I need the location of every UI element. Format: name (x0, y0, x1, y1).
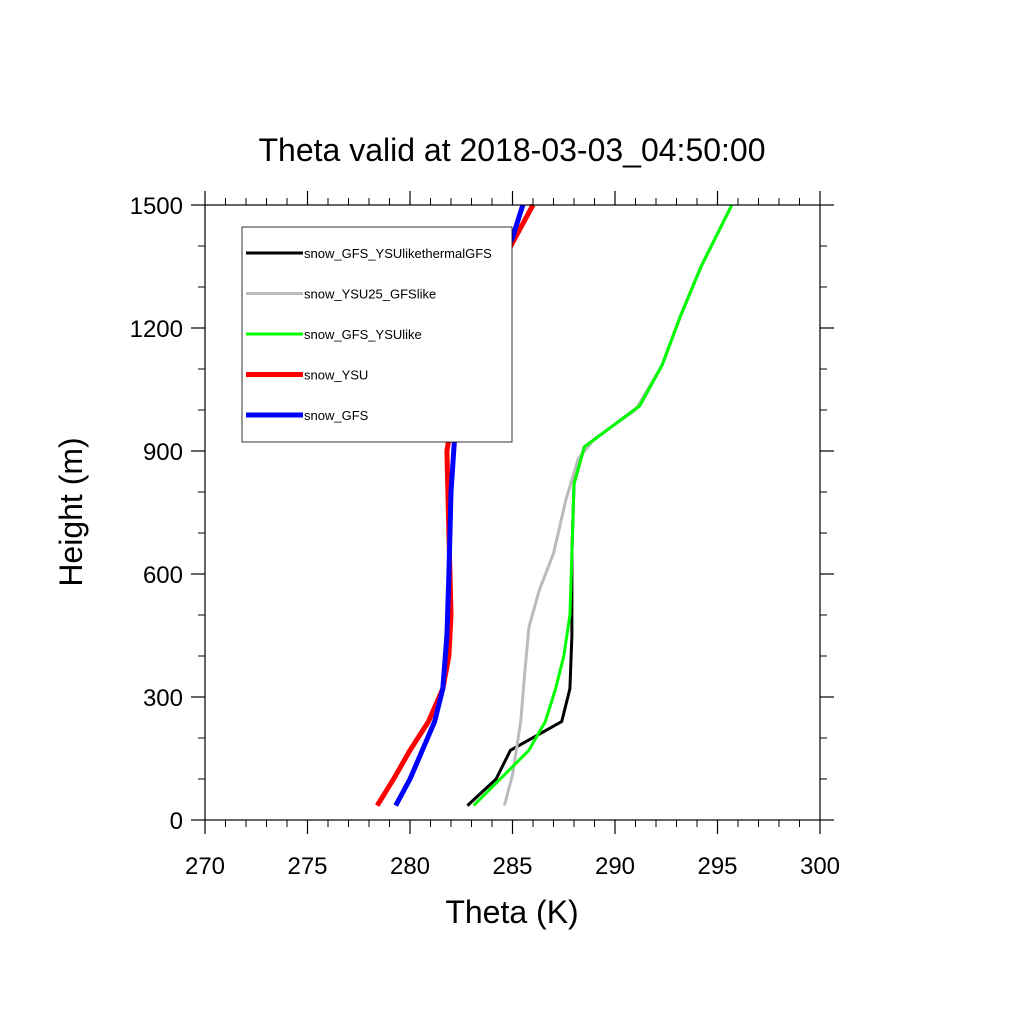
y-tick-label: 300 (143, 685, 183, 712)
y-tick-label: 0 (170, 808, 183, 835)
series-line-snow_YSU25_GFSlike (502, 204, 734, 806)
y-tick-label: 600 (143, 562, 183, 589)
x-tick-label: 300 (800, 853, 840, 880)
y-tick-label: 1200 (130, 316, 183, 343)
y-axis-label: Height (m) (53, 437, 89, 586)
legend-label: snow_GFS (304, 408, 369, 423)
x-tick-label: 275 (287, 853, 327, 880)
x-tick-label: 270 (185, 853, 225, 880)
y-tick-label: 900 (143, 439, 183, 466)
x-tick-label: 285 (492, 853, 532, 880)
series-line-snow_GFS_YSUlike (472, 204, 734, 807)
legend: snow_GFS_YSUlikethermalGFS snow_YSU25_GFS… (241, 226, 513, 443)
x-tick-label: 280 (390, 853, 430, 880)
legend-label: snow_YSU (304, 368, 368, 383)
axes-layer: 270 275 280 285 290 295 300 0 300 600 900 1200 1500 (130, 191, 840, 880)
x-tick-label: 290 (595, 853, 635, 880)
legend-label: snow_YSU25_GFSlike (304, 287, 436, 302)
chart-title: Theta valid at 2018-03-03_04:50:00 (258, 132, 765, 168)
legend-label: snow_GFS_YSUlike (304, 327, 422, 342)
legend-label: snow_GFS_YSUlikethermalGFS (304, 246, 492, 261)
y-tick-label: 1500 (130, 193, 183, 220)
x-tick-label: 295 (697, 853, 737, 880)
x-axis-label: Theta (K) (445, 894, 578, 930)
